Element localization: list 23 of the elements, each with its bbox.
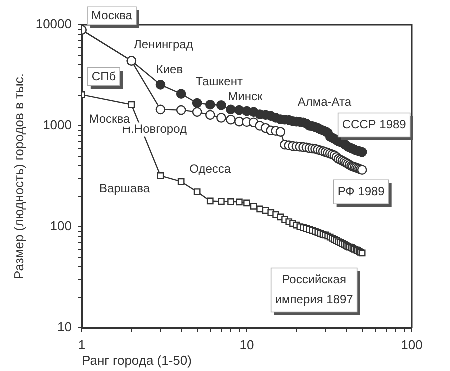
y-tick-label: 1000 <box>43 118 72 133</box>
x-tick-label: 1 <box>78 337 86 352</box>
annotation: Одесса <box>190 162 232 176</box>
y-axis-title: Размер (людность) городов в тыс. <box>11 74 26 280</box>
annotation: Москва <box>89 112 130 126</box>
y-tick-label: 10 <box>58 320 72 335</box>
y-tick-label: 100 <box>50 218 72 234</box>
annotation: Ленинград <box>134 37 194 52</box>
annotation: Н.Новгород <box>122 122 188 136</box>
annotation: Москва <box>92 8 133 22</box>
annotation: Ташкент <box>196 74 244 88</box>
x-axis-title: Ранг города (1-50) <box>82 352 192 368</box>
annotation: Варшава <box>99 181 150 196</box>
y-tick-label: 10000 <box>36 16 72 32</box>
series-label: РФ 1989 <box>338 184 386 198</box>
series-label: Российская империя 1897 <box>275 272 354 307</box>
series-label: СССР 1989 <box>342 118 407 132</box>
x-tick-label: 10 <box>240 337 254 352</box>
annotation: Алма-Ата <box>298 95 352 110</box>
annotation: Киев <box>156 62 184 76</box>
x-tick-label: 100 <box>401 337 423 352</box>
annotation: СПб <box>92 69 116 84</box>
annotation: Минск <box>228 90 264 104</box>
